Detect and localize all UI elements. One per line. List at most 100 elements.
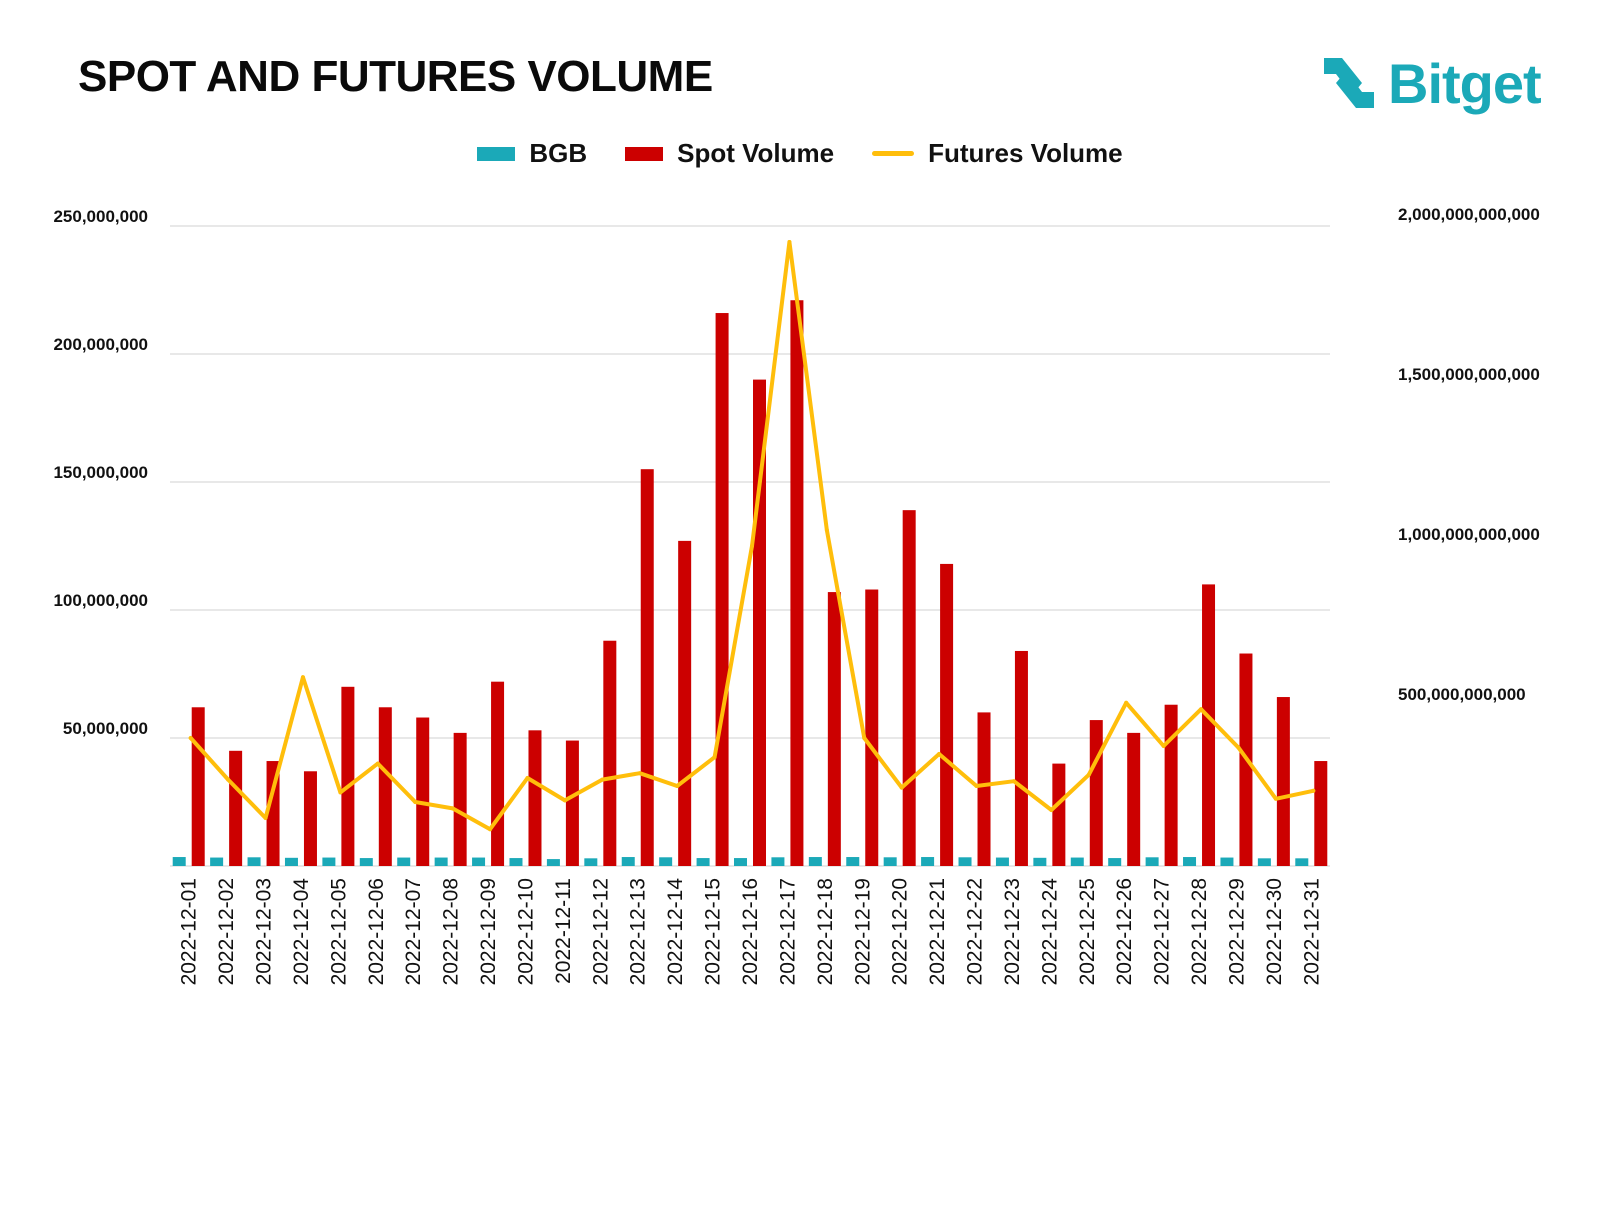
x-tick-label: 2022-12-15 xyxy=(702,878,725,985)
y-left-tick-label: 150,000,000 xyxy=(53,463,148,482)
bar-spot-volume xyxy=(1164,704,1178,866)
bar-spot-volume xyxy=(1314,761,1328,866)
x-tick-label: 2022-12-24 xyxy=(1038,878,1061,986)
bar-spot-volume xyxy=(1089,720,1103,866)
point-futures-volume xyxy=(1124,700,1129,705)
brand-name: Bitget xyxy=(1388,51,1542,115)
bar-bgb xyxy=(771,857,785,866)
point-futures-volume xyxy=(675,784,680,788)
point-futures-volume xyxy=(1311,788,1316,793)
point-futures-volume xyxy=(600,777,605,782)
bar-spot-volume xyxy=(1127,732,1141,866)
point-futures-volume xyxy=(226,777,231,782)
bar-spot-volume xyxy=(1276,697,1290,866)
legend-label-bgb: BGB xyxy=(529,138,588,168)
point-futures-volume xyxy=(787,240,792,244)
bar-bgb xyxy=(921,857,935,866)
x-tick-label: 2022-12-31 xyxy=(1300,878,1323,985)
x-tick-label: 2022-12-30 xyxy=(1263,878,1286,985)
bar-bgb xyxy=(397,857,411,866)
x-tick-label: 2022-12-09 xyxy=(477,878,500,985)
y-left-tick-label: 200,000,000 xyxy=(53,335,148,354)
point-futures-volume xyxy=(937,752,942,756)
bar-bgb xyxy=(808,857,822,866)
bar-bgb xyxy=(1257,858,1271,866)
line-futures-volume xyxy=(188,240,1316,832)
bar-spot-volume xyxy=(191,707,205,866)
futures-line xyxy=(188,240,1316,832)
point-futures-volume xyxy=(1236,745,1241,750)
legend-item-futures-volume: Futures Volume xyxy=(872,138,1123,169)
y-axis-right: 500,000,000,000 1,000,000,000,000 1,500,00… xyxy=(1398,205,1540,704)
bar-bgb xyxy=(659,857,673,866)
x-tick-label: 2022-12-01 xyxy=(178,878,201,985)
bar-spot-volume xyxy=(715,313,729,866)
y-right-tick-label: 1,500,000,000,000 xyxy=(1398,365,1540,384)
point-futures-volume xyxy=(1199,707,1204,712)
point-futures-volume xyxy=(188,736,193,740)
bar-spot-volume xyxy=(827,592,841,866)
bar-bgb xyxy=(359,858,373,866)
x-tick-label: 2022-12-26 xyxy=(1113,878,1136,985)
bar-spot-volume xyxy=(491,681,505,866)
point-futures-volume xyxy=(1049,808,1054,812)
legend-item-bgb: BGB xyxy=(477,138,587,169)
bar-bgb xyxy=(284,857,298,866)
bar-bgb xyxy=(846,857,860,866)
point-futures-volume xyxy=(450,806,455,811)
bar-bgb xyxy=(621,857,635,866)
bar-bgb xyxy=(247,857,261,866)
bar-spot-volume xyxy=(1052,763,1066,866)
bar-bgb xyxy=(434,857,448,866)
bitget-arrows-icon xyxy=(1324,58,1374,108)
bar-spot-volume xyxy=(453,732,467,866)
bar-bgb xyxy=(1033,857,1047,866)
bar-spot-volume xyxy=(603,640,617,866)
x-tick-label: 2022-12-06 xyxy=(365,878,388,985)
x-axis: 2022-12-01 2022-12-02 2022-12-03 2022-12-04… xyxy=(178,878,1324,986)
point-futures-volume xyxy=(712,755,717,760)
x-tick-label: 2022-12-08 xyxy=(440,878,463,985)
point-futures-volume xyxy=(637,771,642,776)
x-tick-label: 2022-12-16 xyxy=(739,878,762,985)
point-futures-volume xyxy=(899,785,904,790)
bar-bgb xyxy=(322,857,336,866)
y-left-tick-label: 100,000,000 xyxy=(53,591,148,610)
point-futures-volume xyxy=(1086,772,1091,777)
bar-spot-volume xyxy=(341,686,355,866)
point-futures-volume xyxy=(1011,779,1016,784)
x-tick-label: 2022-12-11 xyxy=(552,878,575,984)
x-tick-label: 2022-12-05 xyxy=(327,878,350,985)
x-tick-label: 2022-12-20 xyxy=(889,878,912,985)
x-tick-label: 2022-12-07 xyxy=(402,878,425,985)
bar-spot-volume xyxy=(378,707,392,866)
legend-label-futures-volume: Futures Volume xyxy=(928,138,1123,168)
x-tick-label: 2022-12-27 xyxy=(1151,878,1174,985)
bar-spot-volume xyxy=(266,761,280,866)
x-tick-label: 2022-12-21 xyxy=(926,878,949,985)
bar-bgb xyxy=(472,857,486,866)
x-tick-label: 2022-12-17 xyxy=(776,878,799,985)
y-right-tick-label: 500,000,000,000 xyxy=(1398,685,1526,704)
bar-bgb xyxy=(883,857,897,866)
bar-spot-volume xyxy=(865,589,879,866)
bar-bgb xyxy=(1145,857,1159,866)
bar-bgb xyxy=(1070,857,1084,866)
x-tick-label: 2022-12-02 xyxy=(215,878,238,985)
bar-bgb xyxy=(1295,858,1309,866)
bar-bgb xyxy=(546,859,560,866)
legend-label-spot-volume: Spot Volume xyxy=(677,138,835,168)
chart-legend: BGB Spot Volume Futures Volume xyxy=(0,138,1600,169)
bar-bgb xyxy=(1220,857,1234,866)
y-right-tick-label: 1,000,000,000,000 xyxy=(1398,525,1540,544)
x-tick-label: 2022-12-22 xyxy=(964,878,987,985)
x-tick-label: 2022-12-25 xyxy=(1076,878,1099,985)
bar-bgb xyxy=(958,857,972,866)
x-tick-label: 2022-12-10 xyxy=(514,878,537,985)
bar-bgb xyxy=(1183,857,1197,866)
legend-swatch-spot-volume xyxy=(625,146,664,161)
bar-bgb xyxy=(584,858,598,866)
point-futures-volume xyxy=(862,736,867,740)
bitget-logo: Bitget xyxy=(1318,50,1542,116)
